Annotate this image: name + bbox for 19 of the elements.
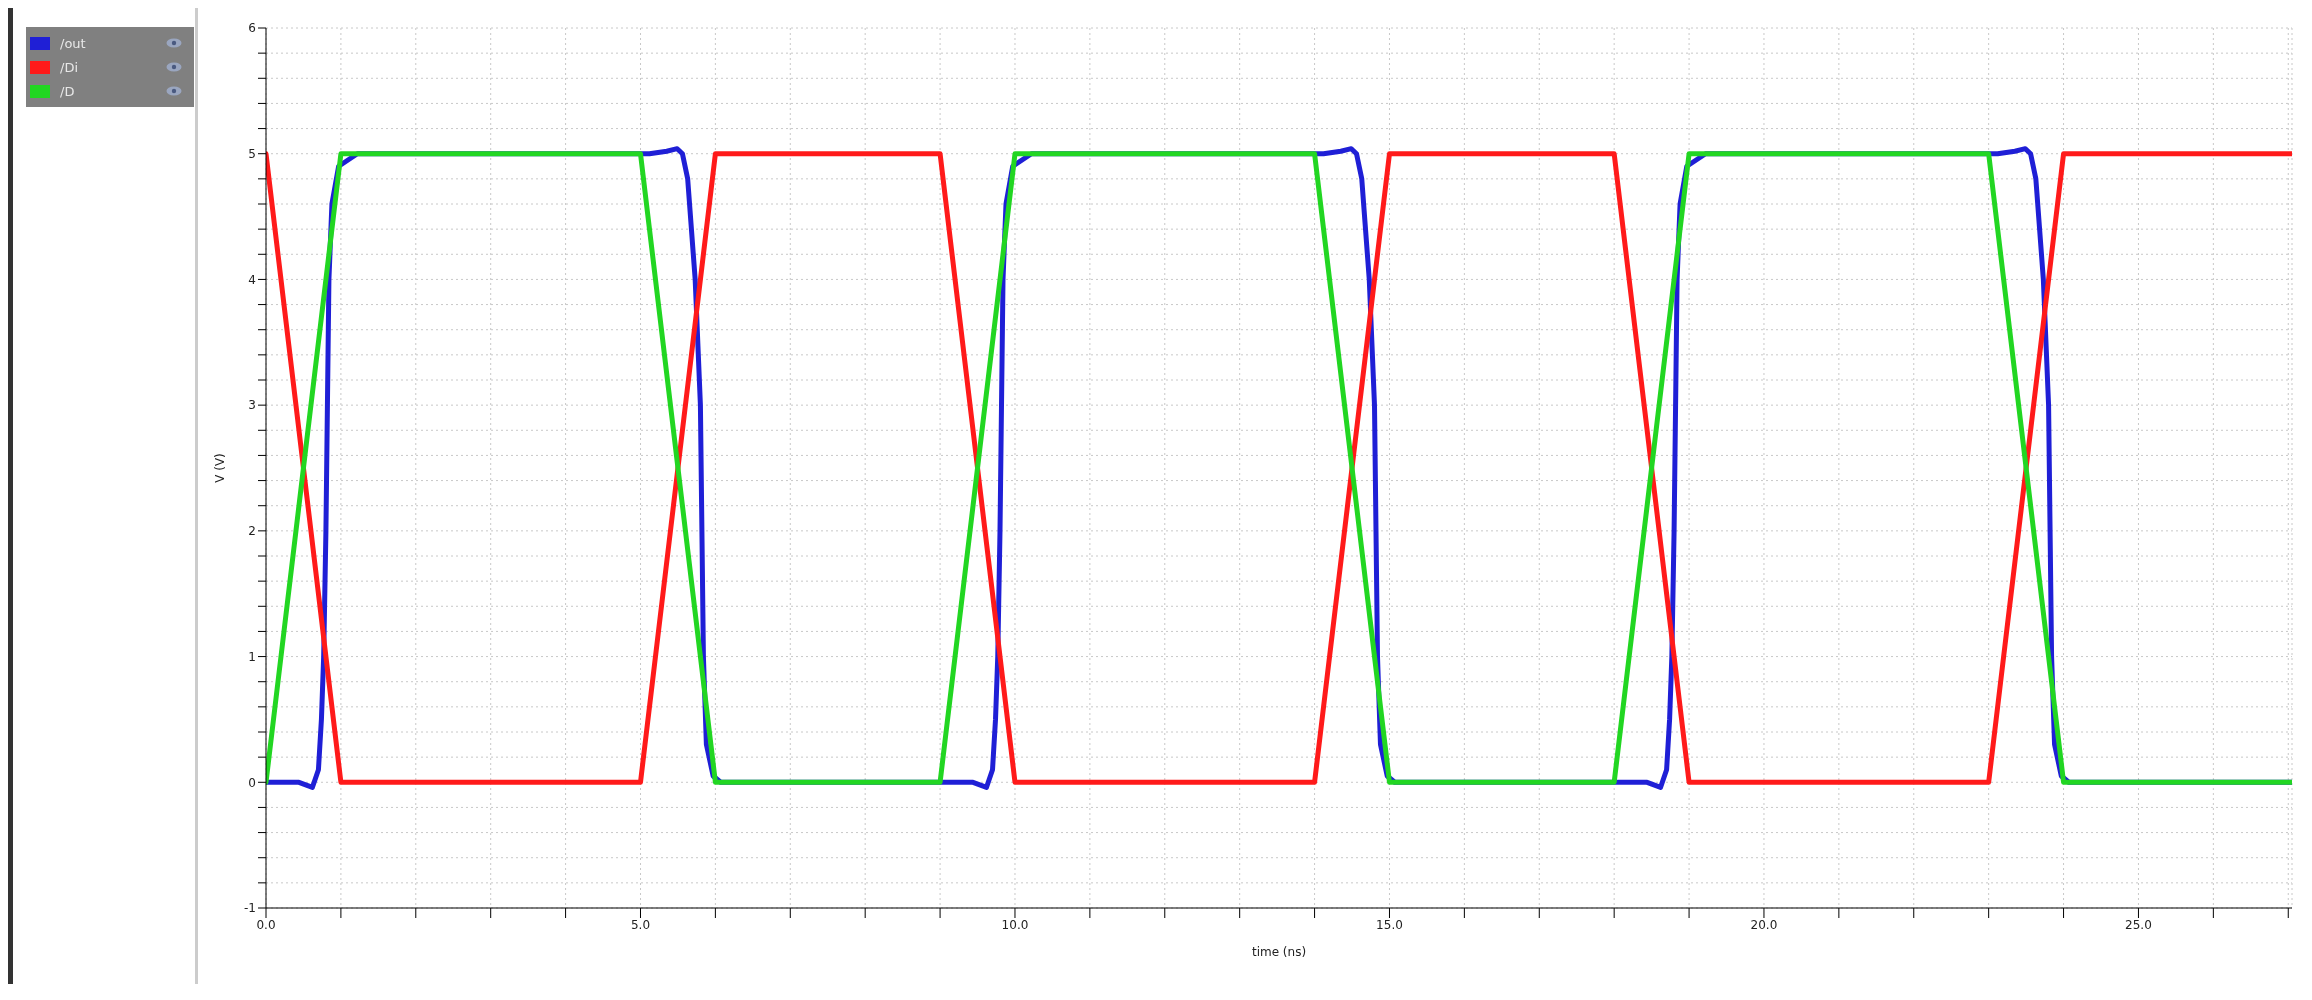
x-tick-label: 15.0 [1376, 917, 1403, 932]
y-tick-label: 4 [248, 272, 256, 287]
x-tick-label: 25.0 [2125, 917, 2152, 932]
legend-label: /out [60, 35, 86, 51]
y-tick-label: 0 [248, 775, 256, 790]
x-tick-label: 5.0 [630, 917, 651, 932]
y-tick-label: 6 [248, 21, 256, 36]
legend-label: /D [60, 83, 75, 99]
x-tick-label: 20.0 [1750, 917, 1778, 932]
y-tick-label: 5 [248, 146, 256, 161]
y-tick-label: 1 [248, 649, 256, 664]
x-axis-title: time (ns) [1251, 945, 1307, 959]
legend-label: /Di [60, 59, 79, 75]
y-tick-label: 2 [248, 524, 256, 539]
x-tick-label: 10.0 [1001, 917, 1029, 932]
y-axis-title: V (V) [213, 453, 228, 483]
x-tick-label: 0.0 [256, 917, 276, 932]
y-tick-label: 3 [248, 398, 256, 413]
y-tick-label: -1 [244, 901, 256, 916]
